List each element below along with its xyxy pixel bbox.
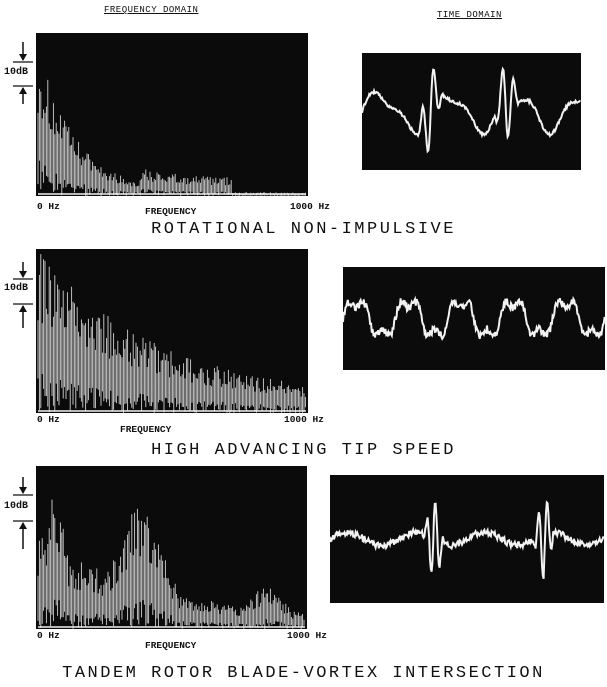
panel-title: HIGH ADVANCING TIP SPEED [151, 441, 456, 460]
waveform-trace [362, 66, 581, 154]
db-scale-label: 10dB [4, 283, 29, 294]
frequency-spectrum-plot [36, 33, 308, 196]
waveform-trace [343, 295, 605, 341]
time-waveform-plot [343, 267, 605, 370]
freq-axis-label: FREQUENCY [145, 206, 197, 217]
spectrum-trace [37, 254, 306, 413]
waveform-line [343, 295, 605, 341]
time-domain-header: TIME DOMAIN [437, 10, 502, 20]
spectrum-lines [37, 499, 305, 629]
waveform-line [330, 500, 604, 580]
frequency-domain-header: FREQUENCY DOMAIN [104, 5, 199, 15]
db-scale-label: 10dB [4, 67, 29, 78]
waveform-line [362, 66, 581, 154]
time-waveform-plot [362, 53, 581, 170]
panel-title: ROTATIONAL NON-IMPULSIVE [151, 220, 456, 239]
waveform-trace [330, 500, 604, 580]
freq-axis-end: 1000 Hz [284, 414, 324, 425]
freq-axis-start: 0 Hz [37, 201, 60, 212]
time-waveform-plot [330, 475, 604, 603]
frequency-spectrum-plot [36, 466, 307, 629]
spectrum-lines [37, 79, 306, 196]
spectrum-trace [37, 79, 306, 196]
freq-axis-start: 0 Hz [37, 414, 60, 425]
freq-axis-start: 0 Hz [37, 630, 60, 641]
freq-axis-label: FREQUENCY [145, 640, 197, 651]
freq-axis-end: 1000 Hz [287, 630, 327, 641]
db-scale-label: 10dB [4, 501, 29, 512]
frequency-spectrum-plot [36, 249, 308, 413]
db-scale-marker [13, 477, 33, 549]
db-scale-marker [13, 262, 33, 328]
panel-title: TANDEM ROTOR BLADE-VORTEX INTERSECTION [62, 664, 545, 683]
spectrum-lines [37, 254, 306, 413]
freq-axis-end: 1000 Hz [290, 201, 330, 212]
db-scale-marker [13, 42, 33, 104]
freq-axis-label: FREQUENCY [120, 424, 172, 435]
spectrum-trace [37, 499, 305, 629]
